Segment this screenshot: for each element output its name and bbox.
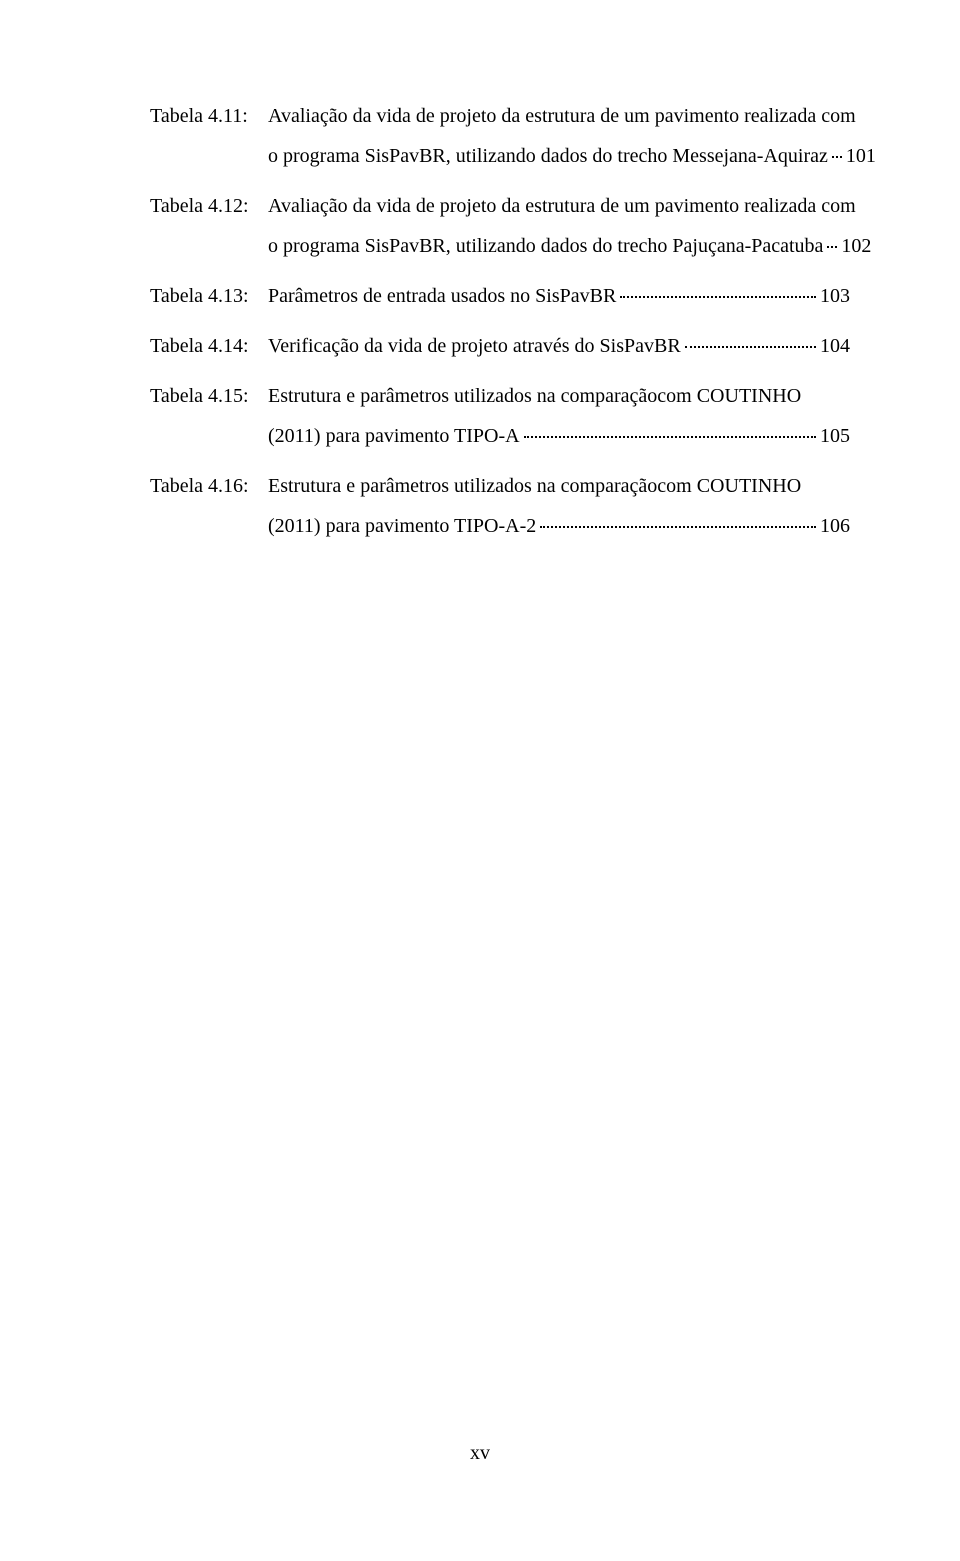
entry-text: Verificação da vida de projeto através d… xyxy=(268,326,681,366)
list-item: Tabela 4.12:Avaliação da vida de projeto… xyxy=(150,186,850,266)
dot-leader xyxy=(832,156,842,158)
table-of-tables: Tabela 4.11:Avaliação da vida de projeto… xyxy=(150,96,850,546)
entry-text: Estrutura e parâmetros utilizados na com… xyxy=(268,376,850,416)
page-number: xv xyxy=(0,1442,960,1465)
entry-body: Verificação da vida de projeto através d… xyxy=(268,326,850,366)
entry-line: Avaliação da vida de projeto da estrutur… xyxy=(268,96,876,136)
page-ref: 104 xyxy=(820,326,850,366)
entry-line: o programa SisPavBR, utilizando dados do… xyxy=(268,136,876,176)
dot-leader xyxy=(685,346,816,348)
entry-body: Parâmetros de entrada usados no SisPavBR… xyxy=(268,276,850,316)
dot-leader xyxy=(524,436,816,438)
entry-text: Avaliação da vida de projeto da estrutur… xyxy=(268,186,871,226)
list-item: Tabela 4.16:Estrutura e parâmetros utili… xyxy=(150,466,850,546)
dot-leader xyxy=(620,296,816,298)
entry-text: Avaliação da vida de projeto da estrutur… xyxy=(268,96,876,136)
entry-line: Estrutura e parâmetros utilizados na com… xyxy=(268,466,850,506)
page-ref: 106 xyxy=(820,506,850,546)
entry-label: Tabela 4.14: xyxy=(150,326,268,366)
dot-leader xyxy=(540,526,816,528)
entry-line: Avaliação da vida de projeto da estrutur… xyxy=(268,186,871,226)
entry-body: Avaliação da vida de projeto da estrutur… xyxy=(268,96,876,176)
entry-line: (2011) para pavimento TIPO-A 105 xyxy=(268,416,850,456)
entry-label: Tabela 4.13: xyxy=(150,276,268,316)
entry-text: o programa SisPavBR, utilizando dados do… xyxy=(268,136,828,176)
list-item: Tabela 4.11:Avaliação da vida de projeto… xyxy=(150,96,850,176)
entry-line: (2011) para pavimento TIPO-A-2 106 xyxy=(268,506,850,546)
entry-text: Estrutura e parâmetros utilizados na com… xyxy=(268,466,850,506)
entry-text: (2011) para pavimento TIPO-A-2 xyxy=(268,506,536,546)
entry-body: Avaliação da vida de projeto da estrutur… xyxy=(268,186,871,266)
entry-line: o programa SisPavBR, utilizando dados do… xyxy=(268,226,871,266)
entry-body: Estrutura e parâmetros utilizados na com… xyxy=(268,376,850,456)
entry-label: Tabela 4.15: xyxy=(150,376,268,416)
entry-text: (2011) para pavimento TIPO-A xyxy=(268,416,520,456)
page-ref: 102 xyxy=(841,226,871,266)
entry-label: Tabela 4.11: xyxy=(150,96,268,136)
page-ref: 103 xyxy=(820,276,850,316)
entry-line: Parâmetros de entrada usados no SisPavBR… xyxy=(268,276,850,316)
entry-line: Estrutura e parâmetros utilizados na com… xyxy=(268,376,850,416)
entry-body: Estrutura e parâmetros utilizados na com… xyxy=(268,466,850,546)
dot-leader xyxy=(827,246,837,248)
entry-text: Parâmetros de entrada usados no SisPavBR xyxy=(268,276,616,316)
entry-line: Verificação da vida de projeto através d… xyxy=(268,326,850,366)
entry-label: Tabela 4.16: xyxy=(150,466,268,506)
page-ref: 105 xyxy=(820,416,850,456)
entry-text: o programa SisPavBR, utilizando dados do… xyxy=(268,226,823,266)
list-item: Tabela 4.14:Verificação da vida de proje… xyxy=(150,326,850,366)
page: Tabela 4.11:Avaliação da vida de projeto… xyxy=(0,0,960,1561)
entry-label: Tabela 4.12: xyxy=(150,186,268,226)
list-item: Tabela 4.15:Estrutura e parâmetros utili… xyxy=(150,376,850,456)
page-ref: 101 xyxy=(846,136,876,176)
list-item: Tabela 4.13:Parâmetros de entrada usados… xyxy=(150,276,850,316)
